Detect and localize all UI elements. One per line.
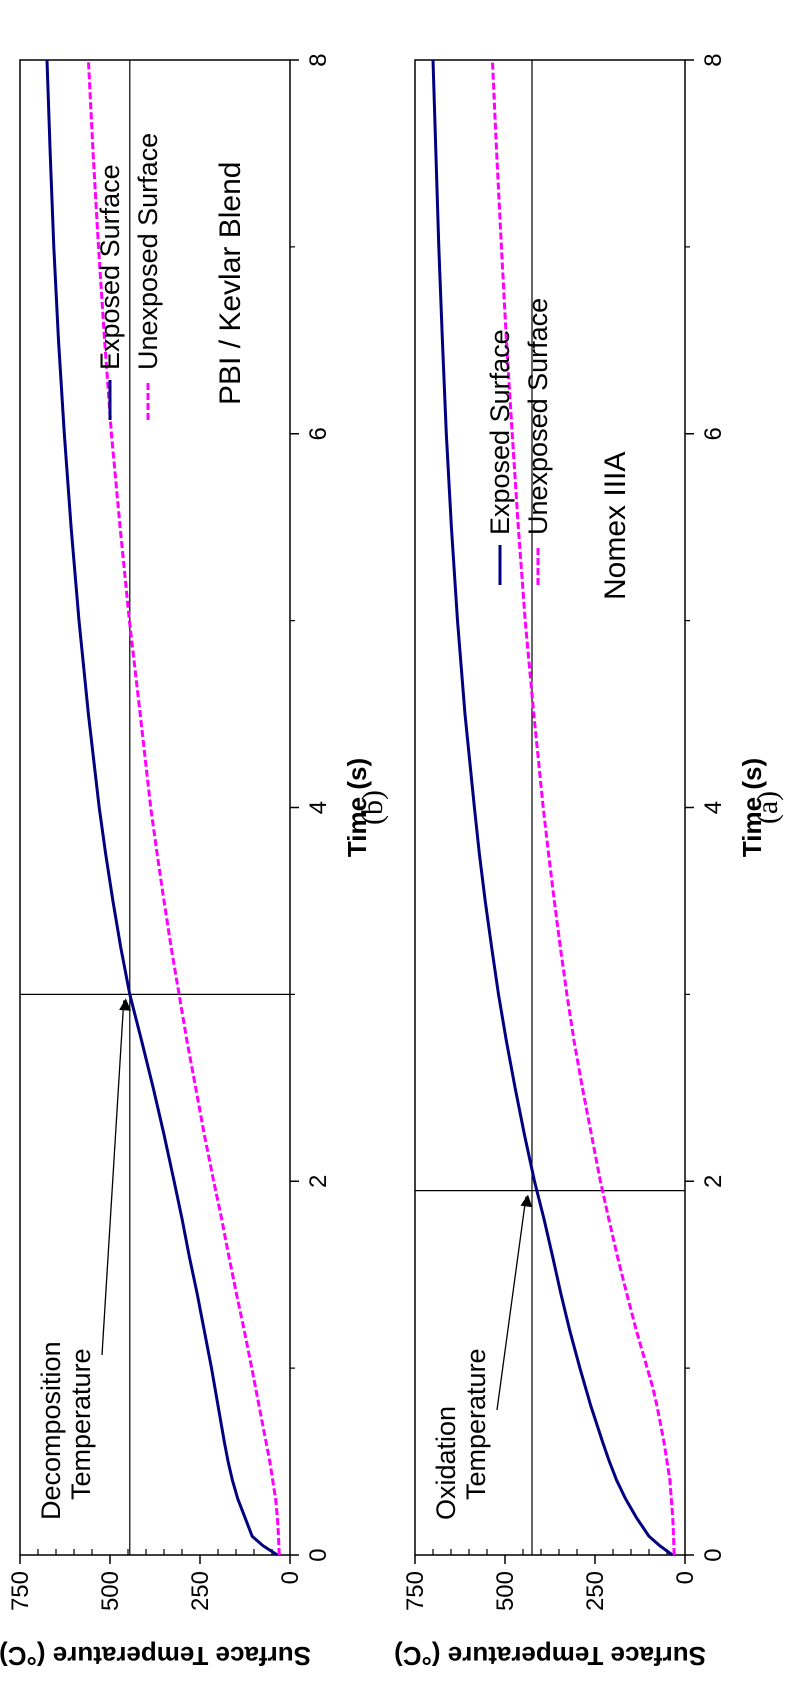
x-tick-label: 2 xyxy=(700,1175,727,1188)
legend-label: Exposed Surface xyxy=(485,329,515,535)
chart-svg: 0 2 4 6 8 0 250 500 750 Time (s) Surface Temperatu… xyxy=(0,53,389,1671)
y-tick-label: 750 xyxy=(402,1571,429,1611)
x-tick-label: 8 xyxy=(305,53,332,66)
material-label: Nomex IIIA xyxy=(599,452,632,600)
legend-label: Exposed Surface xyxy=(95,164,125,370)
series-line-unexposed xyxy=(86,59,281,1556)
plot-frame xyxy=(414,59,686,1556)
x-tick-label: 0 xyxy=(305,1548,332,1561)
series-line-unexposed xyxy=(490,59,676,1556)
panel-caption: (b) xyxy=(356,790,389,825)
x-axis-title: Time (s) xyxy=(737,758,767,857)
y-tick-label: 0 xyxy=(672,1571,699,1584)
x-tick-label: 4 xyxy=(700,801,727,814)
x-tick-label: 6 xyxy=(700,427,727,440)
y-tick-label: 250 xyxy=(582,1571,609,1611)
annotation-arrow-line xyxy=(496,1196,527,1411)
series-line-exposed xyxy=(45,59,279,1557)
x-tick-label: 2 xyxy=(305,1175,332,1188)
chart-panel-b: 0 2 4 6 8 0 250 500 750 Time (s) Surface Temperatu… xyxy=(0,0,394,1705)
y-tick-label: 0 xyxy=(277,1571,304,1584)
x-tick-label: 6 xyxy=(305,427,332,440)
annotation-line1: Decomposition xyxy=(36,1341,66,1520)
x-tick-label: 0 xyxy=(700,1548,727,1561)
y-axis-title: Surface Temperature (°C) xyxy=(0,1641,311,1671)
y-tick-label: 500 xyxy=(97,1571,124,1611)
legend-label: Unexposed Surface xyxy=(523,298,553,535)
x-tick-label: 8 xyxy=(700,53,727,66)
y-tick-label: 750 xyxy=(7,1571,34,1611)
annotation-arrowhead xyxy=(119,998,132,1011)
annotation-arrow-line xyxy=(101,1000,125,1356)
y-tick-label: 250 xyxy=(187,1571,214,1611)
annotation-line2: Temperature xyxy=(66,1348,96,1500)
y-tick-label: 500 xyxy=(492,1571,519,1611)
material-label: PBI / Kevlar Blend xyxy=(214,162,247,405)
legend-label: Unexposed Surface xyxy=(133,133,163,370)
annotation-line1: Oxidation xyxy=(431,1406,461,1520)
annotation-line2: Temperature xyxy=(461,1348,491,1500)
x-tick-label: 4 xyxy=(305,801,332,814)
annotation-arrowhead xyxy=(520,1194,533,1208)
y-axis-title: Surface Temperature (°C) xyxy=(395,1641,706,1671)
series-line-exposed xyxy=(431,59,674,1557)
chart-panel-a: 0 2 4 6 8 0 250 500 750 Time (s) Surface Temperatu… xyxy=(394,0,789,1705)
panel-caption: (a) xyxy=(751,791,784,824)
chart-svg: 0 2 4 6 8 0 250 500 750 Time (s) Surface Temperatu… xyxy=(394,53,784,1671)
x-axis-title: Time (s) xyxy=(342,758,372,857)
